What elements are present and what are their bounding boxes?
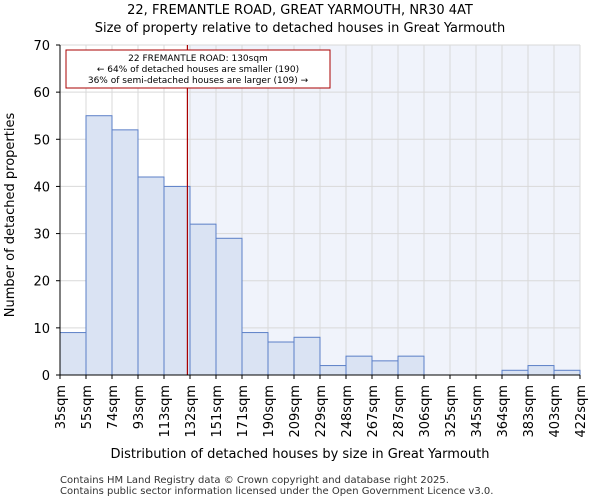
x-tick-label: 113sqm [158, 385, 173, 438]
x-tick-label: 345sqm [470, 385, 485, 438]
y-tick-label: 40 [33, 180, 50, 195]
x-tick-labels: 35sqm 55sqm 74sqm 93sqm 113sqm 132sqm 151sqm 17… [54, 375, 589, 438]
histogram-bar [137, 176, 165, 376]
histogram-bar [111, 129, 139, 376]
x-tick-label: 248sqm [340, 385, 355, 438]
y-tick-labels: 0 10 20 30 40 50 60 70 [33, 39, 60, 384]
x-tick-label: 383sqm [522, 385, 537, 438]
y-tick-label: 10 [33, 322, 50, 337]
chart-title: 22, FREMANTLE ROAD, GREAT YARMOUTH, NR30… [127, 3, 473, 18]
histogram-bar [163, 185, 191, 376]
x-tick-label: 35sqm [54, 385, 69, 429]
x-tick-label: 403sqm [548, 385, 563, 438]
annotation-frame [65, 49, 331, 89]
histogram-bar [501, 369, 529, 376]
x-tick-label: 267sqm [366, 385, 381, 438]
x-tick-label: 132sqm [184, 385, 199, 438]
x-tick-label: 171sqm [236, 385, 251, 438]
x-tick-label: 325sqm [444, 385, 459, 438]
histogram-bar [241, 332, 269, 376]
histogram-bar [293, 336, 321, 376]
x-tick-label: 364sqm [496, 385, 511, 438]
footer-line-1: Contains HM Land Registry data © Crown c… [60, 475, 449, 486]
y-tick-label: 70 [33, 39, 50, 54]
annotation-box: 22 FREMANTLE ROAD: 130sqm← 64% of detach… [65, 49, 331, 89]
x-tick-label: 229sqm [314, 385, 329, 438]
x-tick-label: 55sqm [80, 385, 95, 429]
histogram-bar [527, 365, 555, 376]
histogram-bar [85, 115, 113, 376]
footer-line-2: Contains public sector information licen… [60, 486, 493, 497]
x-axis-title: Distribution of detached houses by size … [111, 447, 490, 462]
bars-group [59, 115, 581, 376]
histogram-bar [553, 369, 581, 376]
y-axis-title: Number of detached properties [3, 113, 18, 318]
x-tick-label: 74sqm [106, 385, 121, 429]
larger-region-shade [187, 45, 580, 375]
y-tick-label: 0 [42, 369, 50, 384]
annotation-line: 36% of semi-detached houses are larger (… [88, 76, 309, 86]
y-tick-label: 60 [33, 86, 50, 101]
histogram-bar [59, 332, 87, 376]
histogram-bar [371, 360, 399, 376]
annotation-line: 22 FREMANTLE ROAD: 130sqm [128, 54, 268, 64]
histogram-bar [189, 223, 217, 376]
y-tick-label: 20 [33, 275, 50, 290]
histogram-bar [215, 237, 243, 376]
histogram-bar [319, 365, 347, 376]
y-tick-label: 50 [33, 133, 50, 148]
x-tick-label: 190sqm [262, 385, 277, 438]
histogram-bar [267, 341, 295, 376]
x-tick-label: 93sqm [132, 385, 147, 429]
histogram-bar [345, 355, 373, 376]
x-tick-label: 209sqm [288, 385, 303, 438]
x-tick-label: 306sqm [418, 385, 433, 438]
chart-subtitle: Size of property relative to detached ho… [95, 21, 506, 36]
x-tick-label: 422sqm [574, 385, 589, 438]
x-tick-label: 151sqm [210, 385, 225, 438]
y-tick-label: 30 [33, 228, 50, 243]
histogram-bar [397, 355, 425, 376]
annotation-line: ← 64% of detached houses are smaller (19… [97, 65, 299, 75]
x-tick-label: 287sqm [392, 385, 407, 438]
